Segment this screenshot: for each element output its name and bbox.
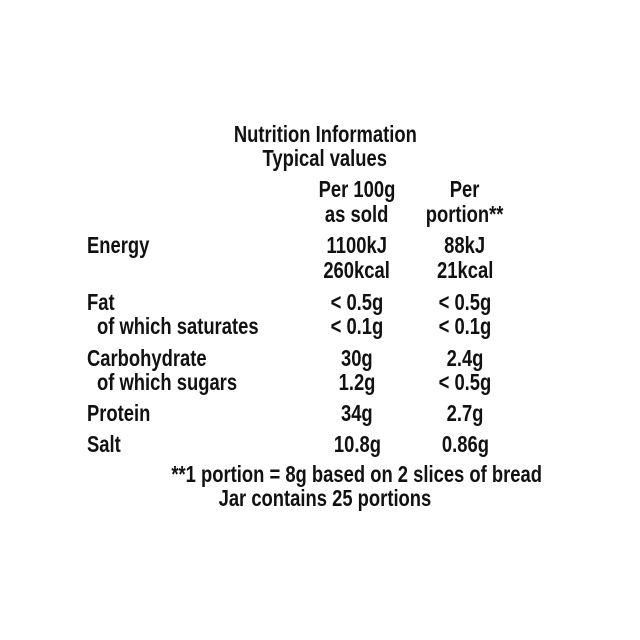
energy-perportion-kj: 88kJ: [315, 233, 615, 257]
header-text: as sold: [325, 201, 389, 227]
title-text: Nutrition Information: [233, 121, 417, 147]
value-text: 10.8g: [333, 431, 381, 457]
carbohydrate-per100g: 30g: [207, 346, 507, 370]
label-text: of which saturates: [97, 313, 259, 339]
row-label-fat: Fat: [87, 290, 122, 314]
row-label-salt: Salt: [87, 432, 129, 456]
column-header-perportion: Per: [315, 177, 615, 201]
energy-perportion-kcal: 21kcal: [315, 258, 615, 282]
value-text: 21kcal: [436, 257, 494, 283]
salt-per100g: 10.8g: [207, 432, 507, 456]
label-text: Carbohydrate: [87, 345, 207, 371]
value-text: < 0.1g: [330, 313, 384, 339]
energy-per100g-kj: 1100kJ: [207, 233, 507, 257]
value-text: 30g: [341, 345, 373, 371]
value-text: < 0.5g: [330, 289, 384, 315]
footnote-portion: **1 portion = 8g based on 2 slices of br…: [125, 462, 542, 486]
header-text: portion**: [426, 201, 504, 227]
sugars-per100g: 1.2g: [207, 370, 507, 394]
salt-perportion: 0.86g: [315, 432, 615, 456]
label-text: Fat: [87, 289, 115, 315]
row-label-sugars: of which sugars: [97, 370, 272, 394]
value-text: 34g: [341, 400, 373, 426]
row-label-energy: Energy: [87, 233, 165, 257]
footnote-jar: Jar contains 25 portions: [125, 486, 525, 510]
label-text: of which sugars: [97, 369, 238, 395]
value-text: 1.2g: [338, 369, 376, 395]
label-title: Nutrition Information: [175, 122, 475, 146]
protein-perportion: 2.7g: [315, 401, 615, 425]
row-label-carbohydrate: Carbohydrate: [87, 346, 237, 370]
header-text: Per 100g: [318, 176, 396, 202]
subtitle-text: Typical values: [262, 145, 388, 171]
value-text: < 0.5g: [438, 289, 492, 315]
fat-per100g: < 0.5g: [207, 290, 507, 314]
sugars-perportion: < 0.5g: [315, 370, 615, 394]
value-text: 260kcal: [323, 257, 391, 283]
value-text: 2.4g: [446, 345, 484, 371]
label-subtitle: Typical values: [175, 146, 475, 170]
value-text: < 0.5g: [438, 369, 492, 395]
label-text: Energy: [87, 232, 150, 258]
label-text: Salt: [87, 431, 121, 457]
footnote-text: **1 portion = 8g based on 2 slices of br…: [171, 461, 542, 487]
column-header-perportion-sub: portion**: [315, 202, 615, 226]
column-header-per100g-sub: as sold: [207, 202, 507, 226]
value-text: 2.7g: [446, 400, 484, 426]
fat-perportion: < 0.5g: [315, 290, 615, 314]
saturates-perportion: < 0.1g: [315, 314, 615, 338]
footnote-text: Jar contains 25 portions: [218, 485, 432, 511]
row-label-saturates: of which saturates: [97, 314, 299, 338]
label-text: Protein: [87, 400, 151, 426]
value-text: 0.86g: [441, 431, 489, 457]
row-label-protein: Protein: [87, 401, 166, 425]
column-header-per100g: Per 100g: [207, 177, 507, 201]
carbohydrate-perportion: 2.4g: [315, 346, 615, 370]
saturates-per100g: < 0.1g: [207, 314, 507, 338]
value-text: 1100kJ: [326, 232, 388, 258]
header-text: Per: [450, 176, 480, 202]
value-text: 88kJ: [444, 232, 486, 258]
value-text: < 0.1g: [438, 313, 492, 339]
protein-per100g: 34g: [207, 401, 507, 425]
energy-per100g-kcal: 260kcal: [207, 258, 507, 282]
